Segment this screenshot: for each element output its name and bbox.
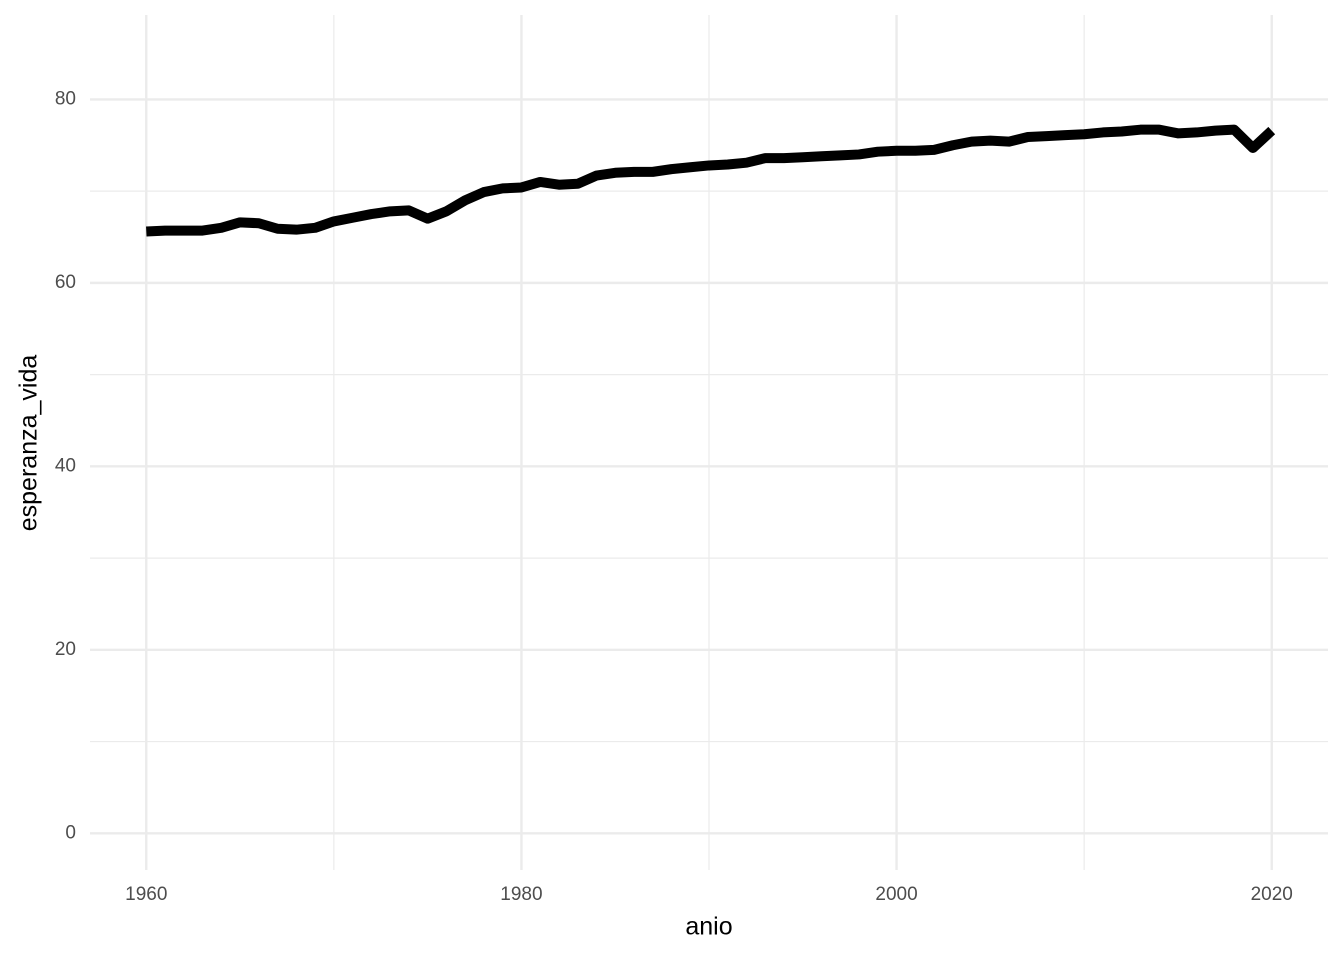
y-axis-title: esperanza_vida	[15, 355, 43, 532]
line	[146, 124, 1276, 237]
x-tick-label: 2000	[875, 884, 917, 905]
x-tick-label: 1980	[500, 884, 542, 905]
y-tick-label: 40	[55, 455, 76, 476]
x-tick-label: 2020	[1251, 884, 1293, 905]
y-tick-label: 0	[65, 822, 76, 843]
y-tick-label: 80	[55, 88, 76, 109]
x-axis-title: anio	[685, 913, 732, 941]
y-tick-label: 60	[55, 272, 76, 293]
x-tick-label: 1960	[125, 884, 167, 905]
y-tick-label: 20	[55, 639, 76, 660]
